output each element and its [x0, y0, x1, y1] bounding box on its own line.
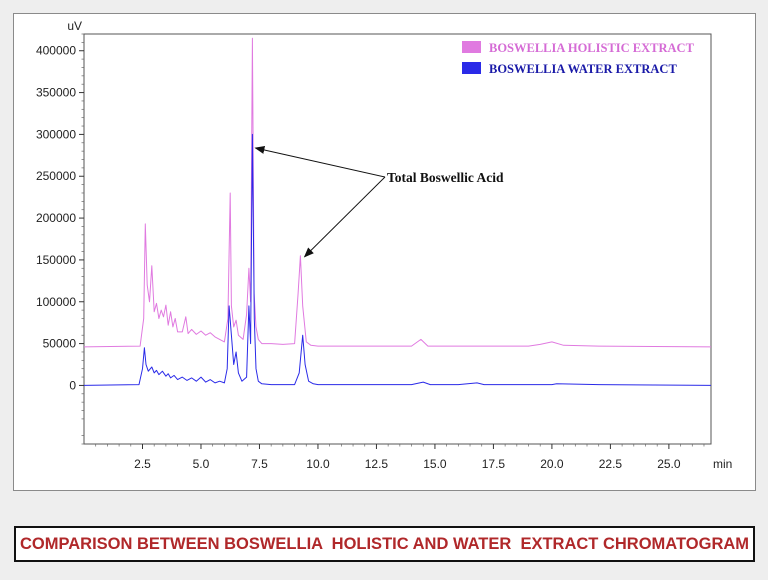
y-tick-label: 100000: [36, 295, 76, 309]
y-unit-label: uV: [67, 19, 82, 33]
y-tick-label: 350000: [36, 86, 76, 100]
y-tick-label: 0: [69, 378, 76, 392]
y-tick-label: 200000: [36, 211, 76, 225]
chromatogram-chart: 0 50000 100000 150000 200000 250000 300000 3500…: [36, 19, 732, 471]
axes-layer: 0 50000 100000 150000 200000 250000 300000 3500…: [36, 19, 732, 471]
x-tick-label: 12.5: [365, 457, 389, 471]
y-tick-label: 50000: [43, 337, 77, 351]
series-line-holistic-extract: [83, 37, 712, 348]
y-tick-label: 150000: [36, 253, 76, 267]
x-unit-label: min: [713, 457, 732, 471]
series-line-water-extract: [83, 133, 712, 386]
x-tick-label: 7.5: [251, 457, 268, 471]
annotation-label: Total Boswellic Acid: [387, 170, 504, 185]
series-layer: [83, 37, 712, 386]
annotation-layer: Total Boswellic Acid: [254, 146, 504, 258]
x-tick-label: 10.0: [306, 457, 330, 471]
annotation-arrow: [254, 146, 386, 178]
x-tick-label: 22.5: [599, 457, 623, 471]
x-tick-label: 15.0: [423, 457, 447, 471]
x-tick-label: 17.5: [482, 457, 506, 471]
legend-swatch: [462, 41, 481, 53]
legend-swatch: [462, 62, 481, 74]
y-tick-label: 400000: [36, 44, 76, 58]
x-tick-label: 25.0: [657, 457, 681, 471]
legend-label: BOSWELLIA WATER EXTRACT: [489, 62, 677, 76]
x-tick-label: 2.5: [134, 457, 151, 471]
plot-area-border: [83, 33, 712, 445]
chart-caption: COMPARISON BETWEEN BOSWELLIA HOLISTIC AN…: [19, 534, 750, 553]
legend-label: BOSWELLIA HOLISTIC EXTRACT: [489, 41, 695, 55]
caption-box: COMPARISON BETWEEN BOSWELLIA HOLISTIC AN…: [14, 526, 755, 562]
y-tick-label: 250000: [36, 169, 76, 183]
legend: BOSWELLIA HOLISTIC EXTRACT BOSWELLIA WATE…: [462, 41, 695, 76]
x-tick-label: 5.0: [193, 457, 210, 471]
annotation-arrow: [303, 176, 386, 258]
y-tick-label: 300000: [36, 127, 76, 141]
chart-frame: 0 50000 100000 150000 200000 250000 300000 3500…: [13, 13, 756, 491]
x-tick-label: 20.0: [540, 457, 564, 471]
